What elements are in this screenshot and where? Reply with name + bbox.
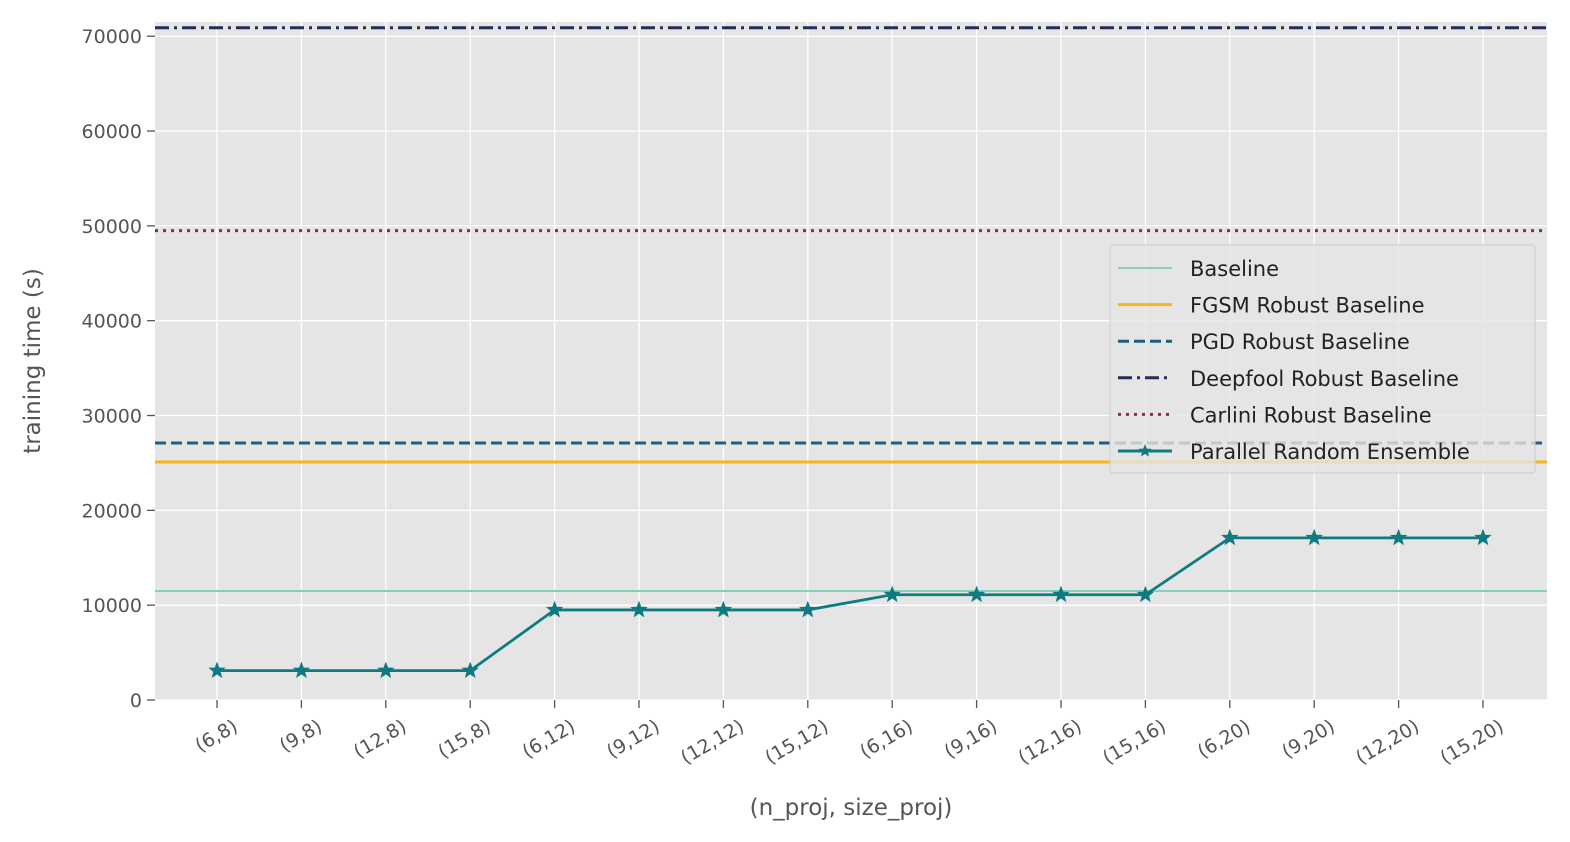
y-tick-label: 60000	[82, 121, 142, 143]
x-tick-label: (12,16)	[1015, 715, 1086, 769]
x-tick-label: (15,12)	[761, 715, 832, 769]
data-point	[545, 600, 564, 618]
legend-marker	[1138, 444, 1152, 457]
legend-label: Deepfool Robust Baseline	[1190, 367, 1459, 391]
x-axis-title: (n_proj, size_proj)	[750, 795, 953, 821]
data-point	[1052, 585, 1070, 603]
data-point	[377, 661, 395, 679]
y-tick-label: 70000	[82, 26, 142, 48]
x-tick-label: (9,12)	[603, 715, 663, 763]
x-tick-label: (6,20)	[1194, 715, 1254, 763]
x-tick-label: (15,20)	[1437, 715, 1508, 769]
y-axis-title: training time (s)	[20, 268, 46, 454]
legend-label: FGSM Robust Baseline	[1190, 294, 1425, 318]
legend-label: Parallel Random Ensemble	[1190, 440, 1470, 464]
y-axis-ticks: 0 10000 20000 30000 40000 50000 60000 70000	[82, 26, 155, 712]
data-point	[883, 585, 901, 603]
x-tick-label: (9,20)	[1278, 715, 1338, 763]
x-tick-label: (12,12)	[677, 715, 748, 769]
x-tick-label: (12,8)	[350, 715, 410, 763]
legend: Baseline FGSM Robust Baseline PGD Robust B…	[1109, 244, 1536, 474]
series-line-0	[217, 536, 1483, 673]
data-point	[630, 600, 648, 618]
data-point	[799, 600, 817, 618]
data-point	[1305, 528, 1323, 546]
legend-label: PGD Robust Baseline	[1190, 330, 1410, 354]
x-tick-label: (9,8)	[276, 715, 326, 757]
x-tick-label: (15,8)	[434, 715, 494, 763]
x-tick-label: (12,20)	[1352, 715, 1423, 769]
y-tick-label: 0	[130, 690, 142, 712]
data-point	[1221, 528, 1239, 546]
x-axis-ticks: (6,8) (9,8) (12,8) (15,8) (6,12) (9,12) (12,12…	[191, 700, 1508, 769]
legend-label: Baseline	[1190, 257, 1279, 281]
y-tick-label: 10000	[82, 595, 142, 617]
y-tick-label: 40000	[82, 311, 142, 333]
x-tick-label: (6,12)	[519, 715, 579, 763]
data-point	[292, 661, 311, 679]
data-point	[1474, 528, 1492, 546]
data-point	[1389, 528, 1408, 546]
legend-box	[1109, 244, 1536, 474]
y-tick-label: 20000	[82, 500, 142, 522]
x-tick-label: (6,16)	[856, 715, 916, 763]
series-lines	[208, 528, 1492, 679]
data-point	[1136, 585, 1155, 603]
data-point	[967, 585, 986, 603]
data-point	[714, 600, 733, 618]
legend-label: Carlini Robust Baseline	[1190, 403, 1432, 427]
data-point	[208, 661, 226, 679]
y-tick-label: 30000	[82, 406, 142, 428]
x-tick-label: (9,16)	[941, 715, 1001, 763]
x-tick-label: (6,8)	[191, 715, 241, 757]
data-point	[461, 661, 479, 679]
y-tick-label: 50000	[82, 216, 142, 238]
x-tick-label: (15,16)	[1099, 715, 1170, 769]
